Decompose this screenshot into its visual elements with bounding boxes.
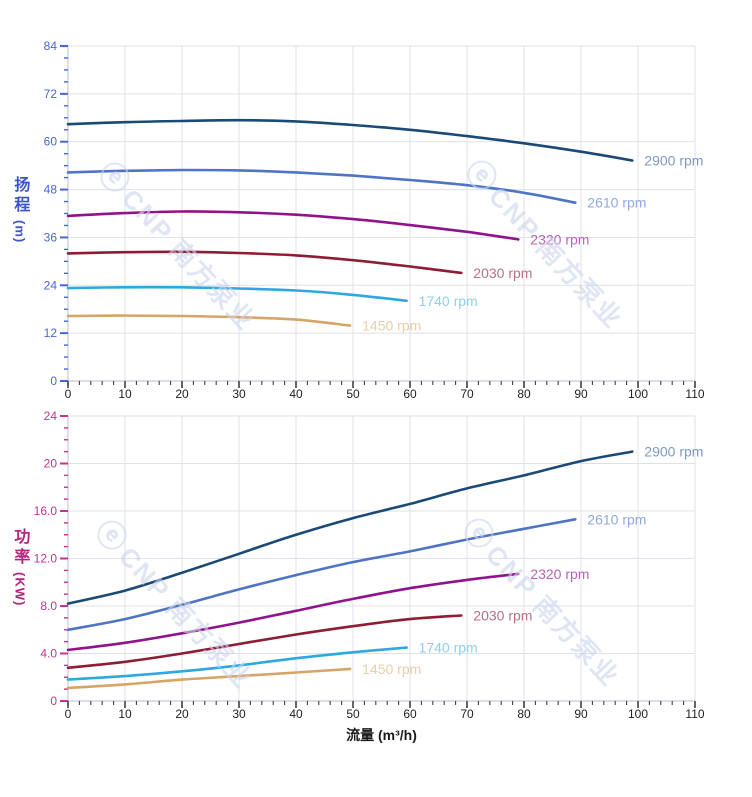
x-tick-label: 20 xyxy=(175,387,189,401)
curve-label-1740-rpm: 1740 rpm xyxy=(419,640,478,656)
power-axis-title: 功率 (KW) xyxy=(10,528,28,606)
curve-2900-rpm xyxy=(66,450,634,605)
y-tick-label: 8.0 xyxy=(40,599,57,613)
x-tick-label: 50 xyxy=(346,707,360,721)
y-tick-label: 16.0 xyxy=(34,504,58,518)
x-tick-label: 10 xyxy=(118,707,132,721)
x-tick-label: 90 xyxy=(574,387,588,401)
y-tick-label: 12 xyxy=(44,326,58,340)
curve-1740-rpm xyxy=(66,646,408,681)
x-tick-label: 40 xyxy=(289,387,303,401)
x-tick-label: 100 xyxy=(628,387,648,401)
curve-2030-rpm xyxy=(66,250,463,275)
curve-2320-rpm xyxy=(66,210,520,241)
y-tick-label: 0 xyxy=(50,694,57,708)
x-tick-label: 20 xyxy=(175,707,189,721)
x-tick-label: 90 xyxy=(574,707,588,721)
y-tick-label: 84 xyxy=(44,39,58,53)
x-tick-label: 70 xyxy=(460,707,474,721)
y-tick-label: 20 xyxy=(44,457,58,471)
y-tick-label: 24 xyxy=(44,278,58,292)
x-tick-label: 30 xyxy=(232,387,246,401)
x-tick-label: 80 xyxy=(517,387,531,401)
curve-label-1450-rpm: 1450 rpm xyxy=(362,661,421,677)
curve-label-1740-rpm: 1740 rpm xyxy=(419,293,478,309)
x-tick-label: 10 xyxy=(118,387,132,401)
head-axis-unit: (m) xyxy=(12,220,28,244)
curve-label-2320-rpm: 2320 rpm xyxy=(530,566,589,582)
y-tick-label: 4.0 xyxy=(40,647,57,661)
x-tick-label: 30 xyxy=(232,707,246,721)
head-axis-title-text: 扬程 xyxy=(11,176,29,216)
curve-label-2900-rpm: 2900 rpm xyxy=(644,152,703,168)
x-tick-label: 110 xyxy=(685,707,704,721)
x-tick-label: 0 xyxy=(65,387,72,401)
curve-label-2320-rpm: 2320 rpm xyxy=(530,231,589,247)
head-axis-title: 扬程 (m) xyxy=(10,176,28,243)
y-tick-label: 72 xyxy=(44,87,58,101)
curve-2610-rpm xyxy=(66,168,577,204)
curve-1740-rpm xyxy=(66,285,408,303)
x-tick-label: 40 xyxy=(289,707,303,721)
x-tick-label: 0 xyxy=(65,707,72,721)
curve-label-2030-rpm: 2030 rpm xyxy=(473,608,532,624)
curve-2320-rpm xyxy=(66,572,520,652)
curve-label-2610-rpm: 2610 rpm xyxy=(587,511,646,527)
curve-2900-rpm xyxy=(66,118,634,162)
curve-label-2900-rpm: 2900 rpm xyxy=(644,444,703,460)
curve-2610-rpm xyxy=(66,518,577,632)
y-tick-label: 0 xyxy=(50,374,57,388)
curve-1450-rpm xyxy=(66,314,352,327)
y-tick-label: 48 xyxy=(44,183,58,197)
y-tick-label: 36 xyxy=(44,230,58,244)
curve-label-1450-rpm: 1450 rpm xyxy=(362,318,421,334)
power-axis-unit: (KW) xyxy=(12,572,28,607)
curve-label-2030-rpm: 2030 rpm xyxy=(473,265,532,281)
curve-2030-rpm xyxy=(66,614,463,670)
y-tick-label: 24 xyxy=(44,409,58,423)
x-tick-label: 60 xyxy=(403,387,417,401)
x-tick-label: 100 xyxy=(628,707,648,721)
curve-1450-rpm xyxy=(66,667,352,690)
x-tick-label: 50 xyxy=(346,387,360,401)
y-tick-label: 12.0 xyxy=(34,552,58,566)
y-tick-label: 60 xyxy=(44,135,58,149)
x-tick-label: 70 xyxy=(460,387,474,401)
curve-label-2610-rpm: 2610 rpm xyxy=(587,195,646,211)
flow-axis-title: 流量 (m³/h) xyxy=(346,727,417,743)
x-tick-label: 80 xyxy=(517,707,531,721)
x-tick-label: 60 xyxy=(403,707,417,721)
x-tick-label: 110 xyxy=(685,387,704,401)
power-axis-title-text: 功率 xyxy=(11,528,29,568)
